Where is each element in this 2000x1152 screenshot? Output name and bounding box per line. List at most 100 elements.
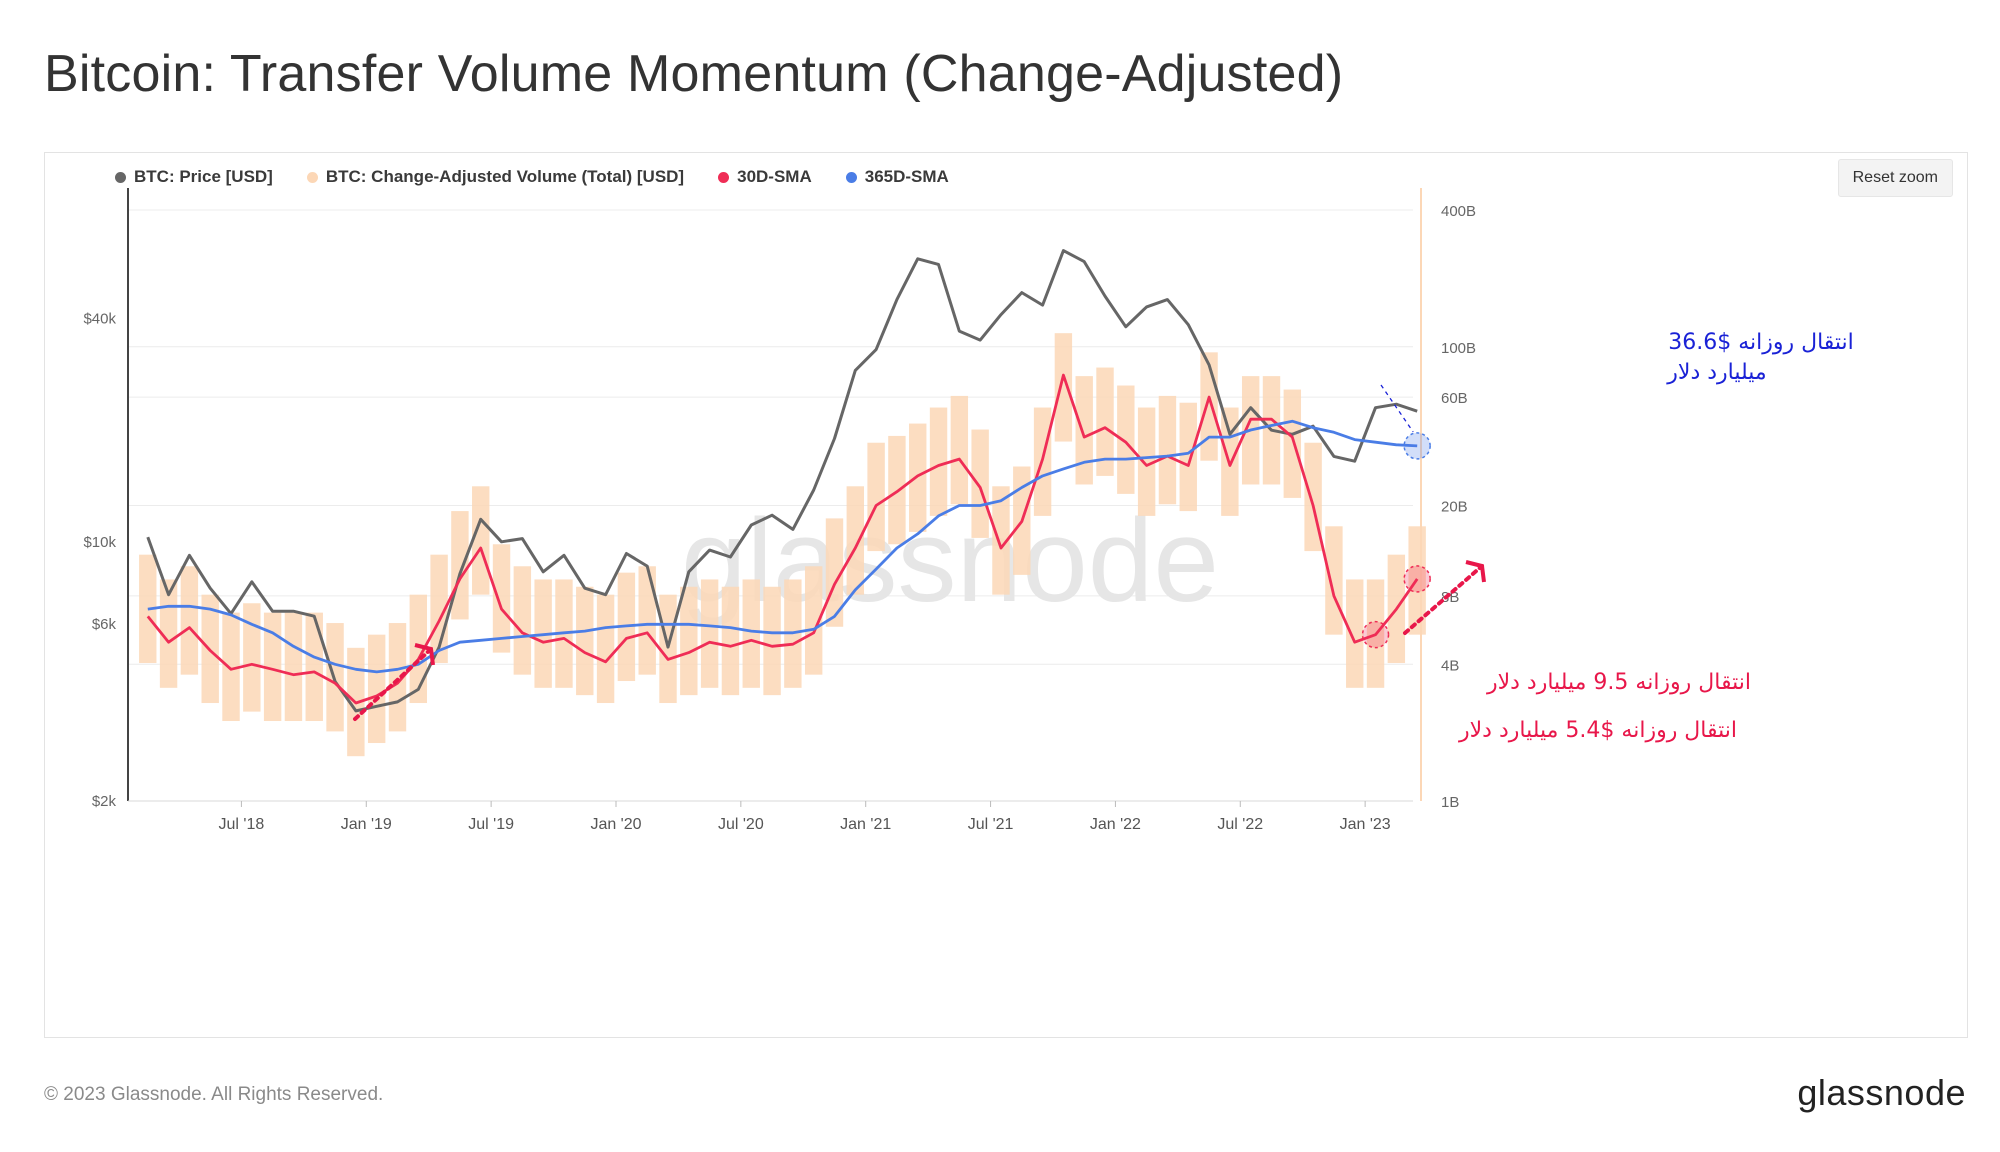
volume-bar (596, 594, 615, 704)
x-tick-label: Jul '20 (718, 816, 764, 833)
x-tick-label: Jul '18 (219, 816, 265, 833)
x-tick-label: Jan '21 (840, 816, 891, 833)
volume-bar (367, 634, 386, 744)
volume-bar (1054, 333, 1073, 442)
glassnode-logo: glassnode (1797, 1072, 1966, 1113)
sma-30d-line (146, 373, 1419, 705)
volume-bar (1075, 376, 1093, 485)
legend-label-30d-sma: 30D-SMA (737, 167, 812, 186)
sma-365d-line (147, 419, 1418, 674)
y-right-tick-label: 1B (1441, 794, 1459, 811)
legend-dot-price (115, 171, 126, 183)
trend-arrow-2019-head (414, 643, 435, 666)
annotation-blue-line1: انتقال روزانه $36.6 (1668, 330, 1854, 355)
volume-bar (929, 407, 948, 516)
marker-circle-1[interactable] (1361, 620, 1390, 649)
legend-label-price: BTC: Price [USD] (134, 167, 273, 186)
legend-item-price[interactable]: BTC: Price [USD] (115, 167, 273, 187)
volume-bar (846, 486, 865, 595)
volume-bar (1117, 385, 1135, 494)
x-tick-label: Jul '19 (468, 816, 514, 833)
legend-dot-volume (306, 171, 318, 183)
chart-panel[interactable]: BTC: Price [USD] BTC: Change-Adjusted Vo… (44, 152, 1968, 1038)
btc-price-line (146, 249, 1418, 713)
volume-bars (139, 333, 1426, 757)
volume-bar (1179, 402, 1197, 512)
y-left-tick-label: $10k (83, 534, 116, 551)
trend-arrow-2019 (353, 647, 433, 721)
reset-zoom-button[interactable]: Reset zoom (1837, 159, 1953, 197)
volume-bar (721, 586, 740, 696)
markers (353, 384, 1486, 721)
volume-bar (1096, 367, 1114, 476)
volume-bar (284, 612, 303, 722)
annotation-blue-line2: میلیارد دلار (1666, 360, 1766, 385)
x-tick-label: Jan '22 (1090, 816, 1141, 833)
volume-bar (263, 612, 282, 722)
volume-bar (409, 594, 428, 704)
annotation-red-bottom: انتقال روزانه $5.4 میلیارد دلار (1458, 718, 1737, 743)
legend-dot-30d-sma (718, 171, 730, 183)
volume-bar (472, 486, 490, 595)
volume-bar (1346, 579, 1364, 688)
legend-label-volume: BTC: Change-Adjusted Volume (Total) [USD… (325, 167, 685, 186)
volume-bar (825, 518, 844, 627)
volume-bar (1137, 407, 1156, 516)
trend-arrow-2023 (1403, 564, 1484, 635)
volume-bar (909, 423, 927, 532)
chart-legend: BTC: Price [USD] BTC: Change-Adjusted Vo… (115, 167, 949, 187)
legend-dot-365d-sma (845, 171, 857, 183)
volume-bar (305, 612, 323, 722)
chart-svg[interactable]: glassnode 400B100B60B20B8B4B1B$40k$10k$6… (45, 153, 1967, 1037)
volume-bar (700, 579, 719, 688)
volume-bar (971, 429, 989, 538)
y-right-tick-label: 20B (1441, 499, 1468, 516)
volume-bar (1283, 389, 1302, 498)
volume-bar (742, 579, 760, 688)
y-right-tick-label: 100B (1441, 340, 1476, 357)
volume-bar (804, 566, 823, 675)
marker-circle-0[interactable] (1403, 432, 1431, 460)
volume-bar (180, 566, 199, 675)
legend-label-365d-sma: 365D-SMA (864, 167, 949, 186)
volume-bar (222, 612, 240, 722)
annotation-pointer-line (1380, 384, 1414, 433)
x-tick-label: Jul '22 (1217, 816, 1263, 833)
page-title: Bitcoin: Transfer Volume Momentum (Chang… (44, 45, 1344, 103)
x-tick-label: Jul '21 (968, 816, 1014, 833)
volume-bar (576, 586, 594, 696)
y-left-tick-label: $40k (83, 311, 116, 328)
y-right-tick-label: 60B (1441, 390, 1468, 407)
x-tick-label: Jan '19 (341, 816, 392, 833)
axes: 400B 100B 60B 20B 8B 4B 1B $40k $10k $6k $2k Jul '1… (83, 188, 1476, 833)
volume-bar (513, 566, 532, 675)
volume-bar (680, 586, 698, 696)
y-right-tick-label: 8B (1441, 589, 1459, 606)
y-right-tick-label: 400B (1441, 203, 1476, 220)
marker-circle-2[interactable] (1403, 565, 1431, 593)
x-tick-label: Jan '20 (590, 816, 641, 833)
volume-bar (451, 511, 469, 620)
y-left-tick-label: $6k (92, 616, 117, 633)
volume-bar (992, 486, 1010, 595)
volume-bar (763, 586, 781, 696)
legend-item-365d-sma[interactable]: 365D-SMA (845, 167, 949, 187)
volume-bar (492, 544, 511, 653)
volume-bar (659, 594, 677, 704)
copyright-text: © 2023 Glassnode. All Rights Reserved. (44, 1084, 384, 1105)
volume-bar (867, 442, 885, 552)
series-lines (146, 249, 1419, 713)
annotations: انتقال روزانه $36.6 میلیارد دلار انتقال … (1458, 330, 1854, 743)
volume-bar (1325, 526, 1343, 635)
annotation-red-top: انتقال روزانه 9.5 میلیارد دلار (1486, 670, 1751, 695)
volume-bar (1158, 395, 1177, 505)
y-right-tick-label: 4B (1441, 657, 1459, 674)
volume-bar (638, 566, 656, 675)
legend-item-volume[interactable]: BTC: Change-Adjusted Volume (Total) [USD… (306, 167, 685, 187)
trend-arrow-2023-head (1465, 560, 1486, 583)
x-tick-label: Jan '23 (1340, 816, 1391, 833)
y-left-tick-label: $2k (92, 793, 117, 810)
volume-bar (950, 395, 969, 505)
legend-item-30d-sma[interactable]: 30D-SMA (718, 167, 812, 187)
volume-bar (243, 603, 261, 712)
